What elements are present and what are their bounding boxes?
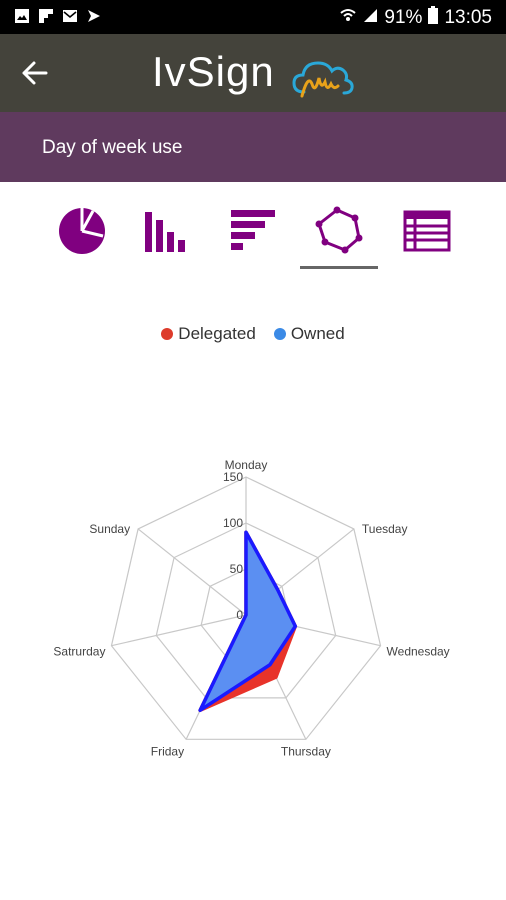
cloud-signature-logo (290, 54, 356, 100)
gallery-icon (14, 8, 30, 24)
legend-item-owned[interactable]: Owned (273, 322, 345, 346)
category-label-satrurday: Satrurday (53, 645, 105, 659)
r-tick-label-50: 50 (230, 562, 244, 576)
arrow-left-icon (22, 61, 48, 85)
status-bar: 91% 13:05 (0, 0, 506, 34)
app-bar: IvSign (0, 34, 506, 112)
r-tick-label-150: 150 (223, 470, 243, 484)
legend-item-delegated[interactable]: Delegated (161, 322, 256, 346)
grid-spoke-5 (111, 614, 247, 647)
horizontal-bar-chart-icon (231, 210, 275, 250)
legend-label-owned: Owned (290, 324, 345, 343)
arrow-icon (86, 8, 102, 24)
notification-icons (14, 8, 102, 24)
screen-title: Day of week use (42, 137, 183, 158)
mail-icon (62, 8, 78, 24)
category-label-friday: Friday (151, 744, 184, 758)
tab-bar-chart[interactable] (128, 200, 206, 270)
grid-ring-3 (110, 476, 382, 740)
signal-icon (362, 7, 378, 29)
clock: 13:05 (444, 7, 492, 28)
category-label-thursday: Thursday (281, 744, 331, 758)
tab-horizontal-bar-chart[interactable] (214, 200, 292, 270)
wifi-icon (340, 7, 357, 29)
app-title: IvSign (152, 48, 275, 95)
series-area-owned (198, 530, 298, 713)
tab-radar-chart[interactable] (300, 200, 378, 270)
category-label-monday: Monday (225, 458, 268, 472)
flipboard-icon (38, 8, 54, 24)
radar-chart-icon (315, 206, 363, 254)
battery-text: 91% (384, 7, 423, 28)
chart-legend: Delegated Owned (0, 322, 506, 346)
legend-label-delegated: Delegated (178, 324, 256, 343)
legend-swatch-owned (273, 328, 286, 340)
back-button[interactable] (18, 56, 52, 90)
battery-icon (428, 6, 439, 30)
category-label-tuesday: Tuesday (362, 522, 408, 536)
system-status: 91% 13:05 (340, 6, 492, 30)
selected-tab-indicator (300, 266, 378, 269)
legend-swatch-delegated (161, 328, 174, 340)
category-label-sunday: Sunday (89, 522, 130, 536)
r-tick-label-100: 100 (223, 516, 243, 530)
bar-chart-icon (145, 212, 185, 252)
grid-spoke-6 (137, 528, 247, 616)
screen-header: Day of week use (0, 112, 506, 182)
tab-pie-chart[interactable] (42, 200, 120, 270)
chart-type-tabs (0, 200, 506, 276)
category-label-wednesday: Wednesday (387, 645, 450, 659)
grid-ring-2 (155, 522, 337, 699)
table-icon (403, 210, 451, 252)
pie-chart-icon (59, 208, 105, 254)
tab-table[interactable] (388, 200, 466, 270)
r-tick-label-0: 0 (236, 608, 243, 622)
